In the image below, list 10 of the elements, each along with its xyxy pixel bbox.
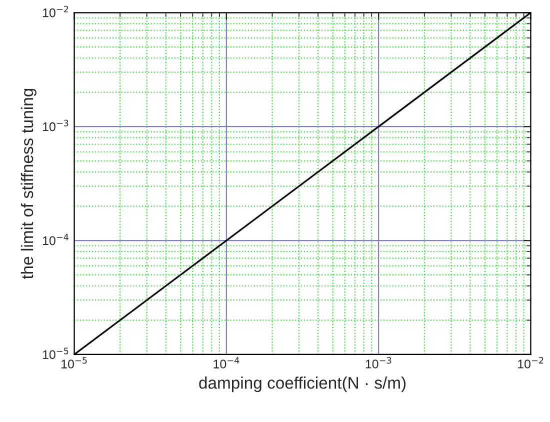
y-tick-label: 10$^{−3}$ xyxy=(42,120,68,132)
y-tick-label: 10$^{−4}$ xyxy=(42,234,68,246)
y-axis-title: the limit of stiffness tuning xyxy=(20,88,36,280)
x-tick-label: 10$^{−3}$ xyxy=(366,357,392,368)
x-axis-title: damping coefficient(N · s/m) xyxy=(199,376,406,392)
y-tick-label: 10$^{−5}$ xyxy=(42,348,68,360)
x-tick-label: 10$^{−2}$ xyxy=(518,357,544,368)
y-tick-label: 10$^{−2}$ xyxy=(42,6,68,18)
x-tick-label: 10$^{−5}$ xyxy=(62,357,87,368)
x-tick-label: 10$^{−4}$ xyxy=(214,357,240,368)
